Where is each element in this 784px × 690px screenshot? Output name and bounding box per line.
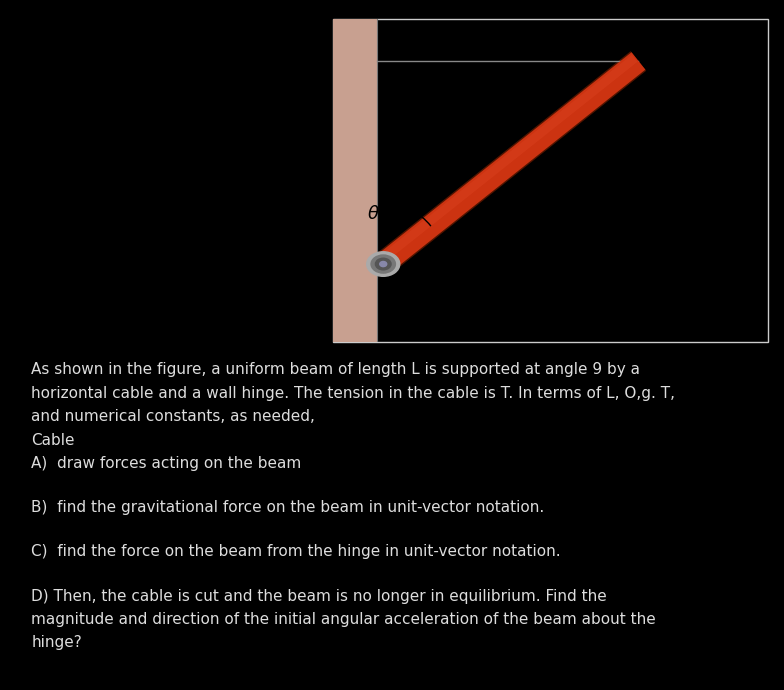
Circle shape (371, 255, 395, 273)
Text: y: y (622, 182, 631, 196)
Text: magnitude and direction of the initial angular acceleration of the beam about th: magnitude and direction of the initial a… (31, 612, 656, 627)
Text: As shown in the figure, a uniform beam of length L is supported at angle 9 by a: As shown in the figure, a uniform beam o… (31, 362, 641, 377)
Text: x: x (670, 223, 679, 237)
Text: hinge?: hinge? (31, 635, 82, 651)
Text: A)  draw forces acting on the beam: A) draw forces acting on the beam (31, 456, 302, 471)
Text: θ: θ (368, 206, 379, 224)
Text: horizontal cable and a wall hinge. The tension in the cable is T. In terms of L,: horizontal cable and a wall hinge. The t… (31, 386, 675, 401)
Circle shape (379, 262, 387, 266)
Circle shape (367, 252, 400, 276)
Bar (333, 19, 376, 342)
Text: Cable: Cable (547, 33, 597, 48)
Circle shape (376, 258, 391, 270)
Text: Cable: Cable (31, 433, 74, 448)
Text: B)  find the gravitational force on the beam in unit-vector notation.: B) find the gravitational force on the b… (31, 500, 545, 515)
Text: C)  find the force on the beam from the hinge in unit-vector notation.: C) find the force on the beam from the h… (31, 544, 561, 560)
Text: D) Then, the cable is cut and the beam is no longer in equilibrium. Find the: D) Then, the cable is cut and the beam i… (31, 589, 607, 604)
Text: and numerical constants, as needed,: and numerical constants, as needed, (31, 409, 315, 424)
